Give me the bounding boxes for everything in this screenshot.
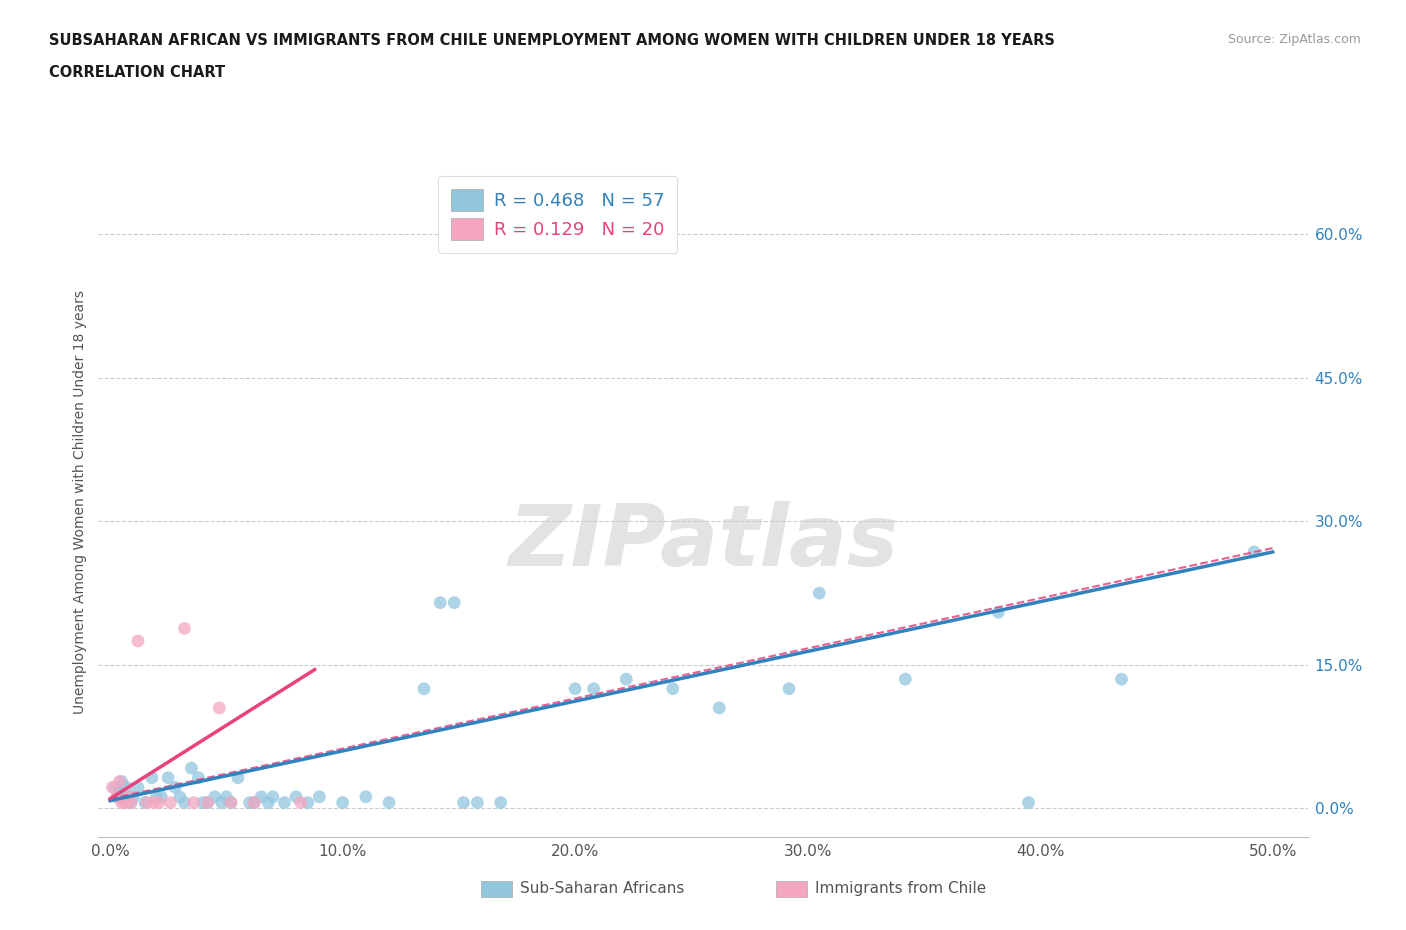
Point (273, 795, 295, 810)
Text: Immigrants from Chile: Immigrants from Chile (815, 881, 987, 896)
Point (226, 770, 249, 785)
Point (111, 795, 134, 810)
Point (115, 780, 138, 795)
Point (239, 795, 262, 810)
Point (180, 761, 202, 776)
Point (165, 780, 187, 795)
Point (173, 795, 195, 810)
Point (208, 700, 231, 715)
Legend: R = 0.468   N = 57, R = 0.129   N = 20: R = 0.468 N = 57, R = 0.129 N = 20 (439, 177, 678, 253)
Point (243, 795, 266, 810)
Point (1111, 671, 1133, 686)
Point (145, 790, 167, 804)
Point (661, 682, 683, 697)
Point (108, 774, 131, 789)
Point (187, 770, 209, 785)
Point (112, 795, 135, 810)
Point (443, 595, 465, 610)
Point (118, 790, 141, 804)
Point (709, 700, 731, 715)
Point (290, 795, 312, 810)
Point (1018, 795, 1040, 810)
Point (250, 790, 273, 804)
Point (197, 795, 219, 810)
Point (105, 790, 128, 804)
Point (159, 795, 181, 810)
Point (1243, 544, 1265, 559)
Point (191, 795, 214, 810)
Point (173, 621, 195, 636)
Point (614, 671, 637, 686)
Point (219, 795, 242, 810)
Point (120, 795, 142, 810)
Point (243, 795, 266, 810)
Point (285, 790, 308, 804)
Point (108, 784, 131, 799)
Point (136, 795, 159, 810)
Point (332, 795, 354, 810)
Point (134, 795, 156, 810)
Point (120, 795, 142, 810)
Point (112, 790, 135, 804)
Point (215, 790, 238, 804)
Point (564, 682, 586, 697)
Point (211, 795, 233, 810)
Point (148, 795, 170, 810)
Text: CORRELATION CHART: CORRELATION CHART (49, 65, 225, 80)
Point (582, 682, 605, 697)
Point (987, 604, 1010, 619)
Point (453, 795, 475, 810)
Point (204, 790, 226, 804)
Point (157, 770, 180, 785)
Point (111, 774, 134, 789)
Text: ZIPatlas: ZIPatlas (508, 501, 898, 584)
Point (378, 795, 401, 810)
Point (141, 770, 163, 785)
Point (467, 795, 489, 810)
Point (183, 795, 205, 810)
Point (354, 790, 377, 804)
Point (429, 595, 451, 610)
Point (104, 780, 127, 795)
Point (101, 780, 124, 795)
Point (169, 790, 191, 804)
Point (118, 790, 141, 804)
Point (115, 795, 138, 810)
Point (122, 790, 145, 804)
Text: Sub-Saharan Africans: Sub-Saharan Africans (520, 881, 685, 896)
Point (105, 790, 128, 804)
Point (143, 795, 166, 810)
Point (808, 586, 831, 601)
Point (150, 790, 173, 804)
Y-axis label: Unemployment Among Women with Children Under 18 years: Unemployment Among Women with Children U… (73, 290, 87, 714)
Point (778, 682, 800, 697)
Point (127, 633, 149, 648)
Point (257, 795, 280, 810)
Point (413, 682, 436, 697)
Point (262, 790, 284, 804)
Point (219, 795, 242, 810)
Point (197, 795, 219, 810)
Point (308, 790, 330, 804)
Point (894, 671, 917, 686)
Text: SUBSAHARAN AFRICAN VS IMMIGRANTS FROM CHILE UNEMPLOYMENT AMONG WOMEN WITH CHILDR: SUBSAHARAN AFRICAN VS IMMIGRANTS FROM CH… (49, 33, 1054, 47)
Point (297, 795, 319, 810)
Text: Source: ZipAtlas.com: Source: ZipAtlas.com (1227, 33, 1361, 46)
Point (127, 780, 149, 795)
Point (489, 795, 512, 810)
